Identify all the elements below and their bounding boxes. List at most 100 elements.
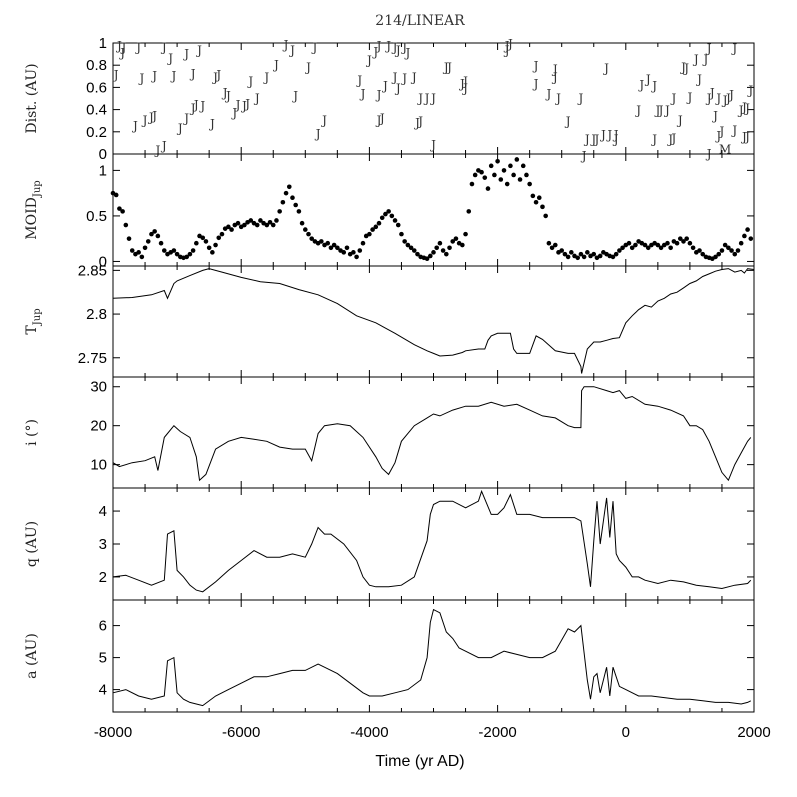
moid-point	[392, 218, 398, 223]
moid-point	[485, 186, 491, 191]
y-tick-label: 1	[99, 35, 107, 52]
encounter-mark: J	[211, 70, 218, 84]
encounter-mark: J	[221, 86, 228, 100]
moid-point	[479, 169, 484, 175]
encounter-mark: J	[612, 128, 619, 142]
encounter-mark: J	[705, 41, 712, 55]
moid-point	[536, 195, 542, 201]
encounter-mark: J	[554, 91, 561, 105]
moid-point	[463, 231, 468, 237]
moid-point	[549, 245, 555, 251]
moid-point	[543, 213, 548, 219]
moid-point	[617, 248, 622, 253]
moid-point	[219, 231, 225, 237]
encounter-mark: J	[666, 132, 673, 146]
moid-point	[524, 172, 529, 178]
moid-point	[552, 242, 558, 248]
y-axis-label: q (AU)	[24, 521, 40, 567]
encounter-mark: J	[141, 114, 148, 128]
moid-point	[120, 209, 125, 214]
encounter-mark: J	[134, 40, 141, 54]
encounter-mark: J	[147, 110, 154, 124]
encounter-mark: J	[391, 40, 398, 54]
y-tick-label: 0	[99, 253, 107, 270]
moid-point	[440, 248, 446, 253]
y-axis-label: Dist. (AU)	[24, 63, 40, 133]
encounter-mark: J	[288, 44, 295, 58]
moid-point	[328, 245, 334, 251]
moid-point	[309, 236, 315, 241]
y-axis-label-sub: Jup	[32, 308, 43, 326]
encounter-mark: J	[746, 84, 753, 98]
encounter-mark: J	[737, 104, 744, 118]
moid-point	[136, 250, 141, 255]
y-tick-label: 4	[99, 682, 107, 699]
moid-point	[290, 195, 295, 201]
moid-point	[123, 222, 129, 228]
series-line-q	[112, 489, 752, 593]
moid-point	[264, 222, 270, 228]
y-axis-label: i (°)	[24, 419, 40, 446]
moid-point	[645, 245, 651, 251]
moid-point	[434, 245, 440, 251]
y-tick-label: 0	[99, 146, 107, 163]
moid-point	[713, 254, 718, 260]
encounter-mark: J	[461, 81, 468, 95]
moid-point	[492, 172, 497, 178]
encounter-mark: J	[375, 88, 382, 102]
encounter-mark: J	[112, 68, 119, 82]
moid-point	[427, 253, 433, 259]
encounter-mark: J	[650, 132, 657, 146]
encounter-mark: J	[416, 91, 423, 105]
panel-incl: 10 20 30 i (°)	[24, 376, 755, 489]
encounter-mark: J	[243, 97, 250, 111]
encounter-mark: J	[708, 86, 715, 100]
moid-point	[331, 242, 337, 248]
panel-frame	[112, 265, 755, 378]
moid-point	[184, 254, 190, 260]
moid-point	[283, 190, 289, 196]
encounter-mark: J	[669, 91, 676, 105]
moid-point	[527, 181, 532, 187]
moid-point	[405, 242, 411, 248]
moid-point	[437, 240, 443, 246]
moid-point	[203, 239, 209, 244]
moid-point	[126, 236, 132, 241]
encounter-mark: J	[189, 101, 196, 115]
moid-point	[254, 222, 260, 228]
x-tick-label: -8000	[94, 724, 132, 741]
encounter-mark: J	[612, 132, 619, 146]
encounter-mark: J	[166, 51, 173, 65]
moid-point	[677, 236, 683, 241]
encounter-mark: J	[532, 59, 539, 73]
moid-point	[520, 163, 526, 169]
moid-point	[383, 211, 388, 217]
moid-point	[325, 240, 331, 246]
encounter-mark: J	[685, 90, 692, 104]
encounter-mark: J	[593, 132, 600, 146]
moid-point	[565, 254, 571, 260]
encounter-mark: J	[416, 115, 423, 129]
encounter-mark: J	[234, 98, 241, 112]
moid-point	[367, 231, 372, 237]
chart-title: 214/LINEAR	[375, 13, 465, 29]
moid-point	[450, 239, 456, 244]
y-axis-label-sub: Jup	[32, 180, 43, 198]
encounter-mark: J	[195, 44, 202, 58]
moid-point	[415, 251, 420, 257]
encounter-mark: J	[394, 44, 401, 58]
series-line-tjup	[112, 268, 755, 374]
moid-point	[242, 222, 247, 228]
moid-point	[161, 248, 167, 253]
y-axis-label-main: Dist. (AU)	[24, 63, 40, 133]
moid-point	[610, 254, 616, 260]
encounter-mark: M	[719, 142, 731, 156]
moid-point	[629, 245, 635, 251]
moid-point	[658, 245, 664, 251]
encounter-mark: J	[682, 61, 689, 75]
moid-point	[690, 245, 696, 251]
moid-point	[293, 202, 298, 208]
moid-point	[517, 177, 523, 182]
moid-point	[335, 245, 340, 251]
encounter-mark: J	[378, 111, 385, 125]
